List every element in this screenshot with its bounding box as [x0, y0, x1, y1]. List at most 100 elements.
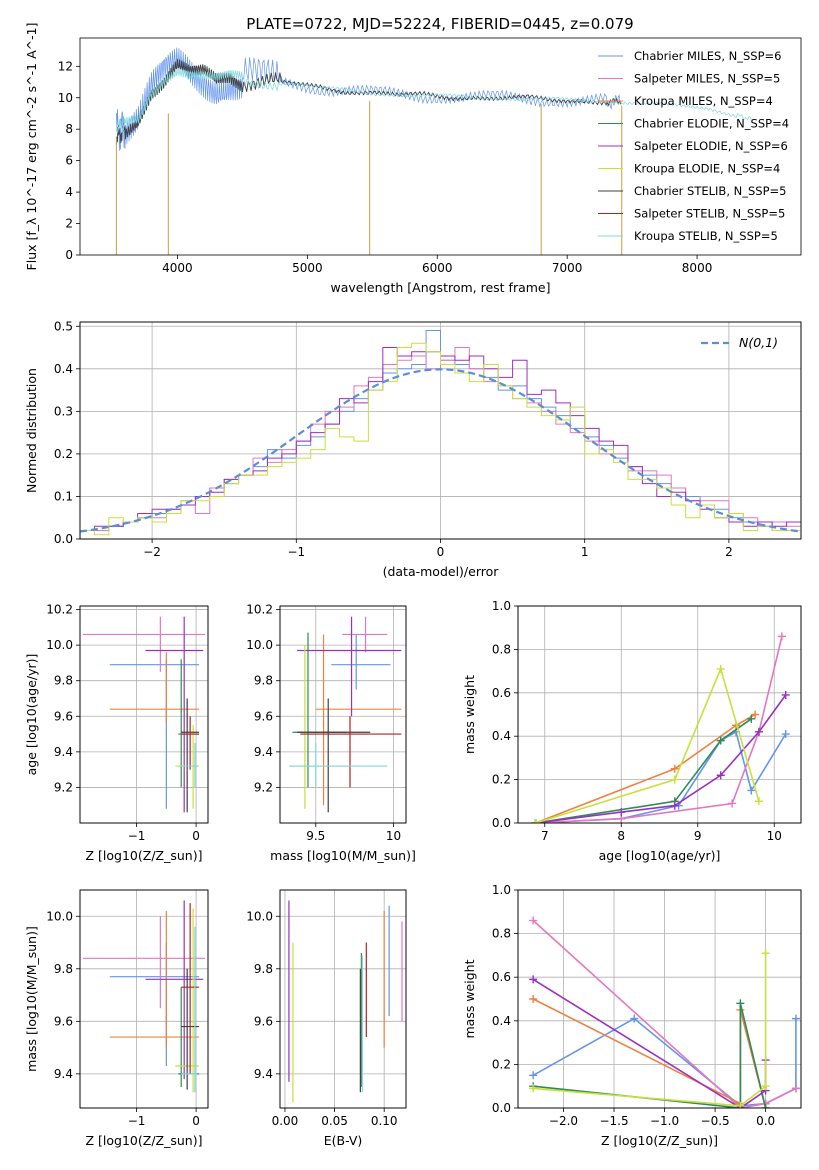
x-tick-label: 0 — [192, 1114, 200, 1128]
weight-marker — [670, 801, 679, 810]
x-axis-label: age [log10(age/yr)] — [599, 848, 721, 863]
y-tick-label: 0.3 — [54, 404, 73, 418]
y-tick-label: 2 — [65, 217, 73, 231]
y-tick-label: 0.8 — [492, 642, 511, 656]
plot-area — [82, 900, 206, 1093]
chart-mass-vs-extinction: 0.00 0.05 0.10 9.4 9.6 9.8 10.0 E(B-V) — [246, 889, 407, 1148]
x-tick-label: −2 — [143, 545, 161, 559]
weight-marker — [781, 690, 790, 699]
x-tick-label: 8000 — [682, 261, 713, 275]
chart-mass-weight-vs-metallicity: −2.0 −1.5 −1.0 −0.5 0.0 0.0 0.2 0.4 0.6 0.8 1.0 Z [… — [462, 883, 802, 1148]
y-tick-label: 0.6 — [492, 970, 511, 984]
axes-frame — [517, 889, 802, 1109]
plot-area — [289, 616, 402, 813]
weight-marker — [529, 975, 538, 984]
plot-area — [531, 632, 790, 823]
weight-marker — [529, 1084, 538, 1093]
y-tick-label: 10.2 — [246, 603, 273, 617]
x-tick-label: 6000 — [422, 261, 453, 275]
x-axis-label: Z [log10(Z/Z_sun)] — [601, 1133, 718, 1148]
weight-marker — [754, 727, 763, 736]
y-tick-label: 0.0 — [54, 532, 73, 546]
weight-line — [535, 730, 787, 823]
x-axis-label: Z [log10(Z/Z_sun)] — [86, 1133, 203, 1148]
plot-area — [288, 900, 403, 1103]
y-tick-label: 9.4 — [54, 1067, 73, 1081]
y-axis-label: age [log10(age/yr)] — [24, 654, 39, 776]
weight-marker — [777, 632, 786, 641]
x-tick-label: 7000 — [552, 261, 583, 275]
y-tick-label: 0.0 — [492, 1101, 511, 1115]
spectrum-line — [116, 68, 753, 135]
axes-frame — [279, 605, 407, 824]
y-tick-label: 9.2 — [54, 780, 73, 794]
y-tick-label: 0.4 — [492, 729, 511, 743]
spectrum-line — [115, 58, 622, 145]
y-tick-label: 0.2 — [492, 1057, 511, 1071]
weight-marker — [751, 710, 760, 719]
weight-line — [535, 636, 783, 823]
y-tick-label: 9.6 — [254, 709, 273, 723]
weight-line — [535, 718, 752, 823]
histogram-step — [80, 342, 801, 536]
x-tick-label: −1 — [287, 545, 305, 559]
y-tick-label: 1.0 — [492, 599, 511, 613]
x-axis-label: Z [log10(Z/Z_sun)] — [86, 848, 203, 863]
x-tick-label: −1.5 — [599, 1114, 628, 1128]
weight-line — [532, 1017, 797, 1107]
y-tick-label: 0.6 — [492, 686, 511, 700]
x-axis-label: wavelength [Angstrom, rest frame] — [330, 280, 550, 295]
weight-marker — [791, 1014, 800, 1023]
x-axis-label: E(B-V) — [324, 1133, 363, 1148]
weight-line — [532, 919, 797, 1108]
x-tick-label: 10 — [767, 829, 782, 843]
figure-title: PLATE=0722, MJD=52224, FIBERID=0445, z=0… — [246, 15, 633, 33]
weight-marker — [754, 797, 763, 806]
legend-label: Kroupa MILES, N_SSP=4 — [634, 94, 773, 108]
axes-frame — [517, 605, 802, 824]
axes-frame — [79, 605, 209, 824]
y-tick-label: 9.6 — [54, 709, 73, 723]
x-tick-label: 0.0 — [756, 1114, 775, 1128]
y-tick-label: 10.0 — [46, 638, 73, 652]
weight-marker — [670, 775, 679, 784]
legend-label: Kroupa STELIB, N_SSP=5 — [634, 229, 778, 243]
weight-marker — [761, 949, 770, 958]
x-tick-label: 0 — [192, 829, 200, 843]
x-tick-label: 5000 — [292, 261, 323, 275]
axes-frame — [279, 889, 407, 1109]
y-tick-label: 0.5 — [54, 319, 73, 333]
normal-curve — [80, 368, 801, 533]
y-tick-label: 0.0 — [492, 816, 511, 830]
x-tick-label: −1 — [128, 1114, 146, 1128]
x-tick-label: 9.5 — [306, 829, 325, 843]
axes-frame — [517, 889, 802, 1109]
weight-line — [533, 953, 767, 1107]
y-tick-label: 4 — [65, 185, 73, 199]
chart-age-vs-metallicity: −1 0 9.2 9.4 9.6 9.8 10.0 10.2 Z [log10(Z/Z_sun)… — [24, 603, 209, 863]
axes-frame — [79, 889, 209, 1109]
x-tick-label: 7 — [541, 829, 549, 843]
y-tick-label: 0.4 — [54, 362, 73, 376]
chart-mass-vs-metallicity: −1 0 9.4 9.6 9.8 10.0 Z [log10(Z/Z_sun)] mass [… — [24, 889, 209, 1148]
y-tick-label: 9.8 — [254, 674, 273, 688]
x-tick-label: 0.10 — [371, 1114, 398, 1128]
axes-frame — [279, 605, 407, 824]
y-axis-label: mass [log10(M/M_sun)] — [24, 926, 39, 1072]
y-tick-label: 12 — [58, 59, 73, 73]
legend-label: Chabrier STELIB, N_SSP=5 — [634, 184, 786, 198]
x-tick-label: 4000 — [162, 261, 193, 275]
weight-marker — [716, 736, 725, 745]
x-tick-label: −0.5 — [701, 1114, 730, 1128]
chart-residual-histogram: −2 −1 0 1 2 0.0 0.1 0.2 0.3 0.4 0.5 (data-model)/er… — [24, 319, 802, 579]
legend-label: Kroupa ELODIE, N_SSP=4 — [634, 162, 780, 176]
x-tick-label: −1.0 — [650, 1114, 679, 1128]
plot-area — [115, 47, 753, 255]
weight-marker — [761, 1082, 770, 1091]
spectrum-line — [116, 47, 622, 151]
y-tick-label: 6 — [65, 154, 73, 168]
x-tick-label: −2.0 — [549, 1114, 578, 1128]
x-tick-label: 10 — [386, 829, 401, 843]
weight-marker — [529, 1071, 538, 1080]
axes-frame — [79, 321, 802, 540]
